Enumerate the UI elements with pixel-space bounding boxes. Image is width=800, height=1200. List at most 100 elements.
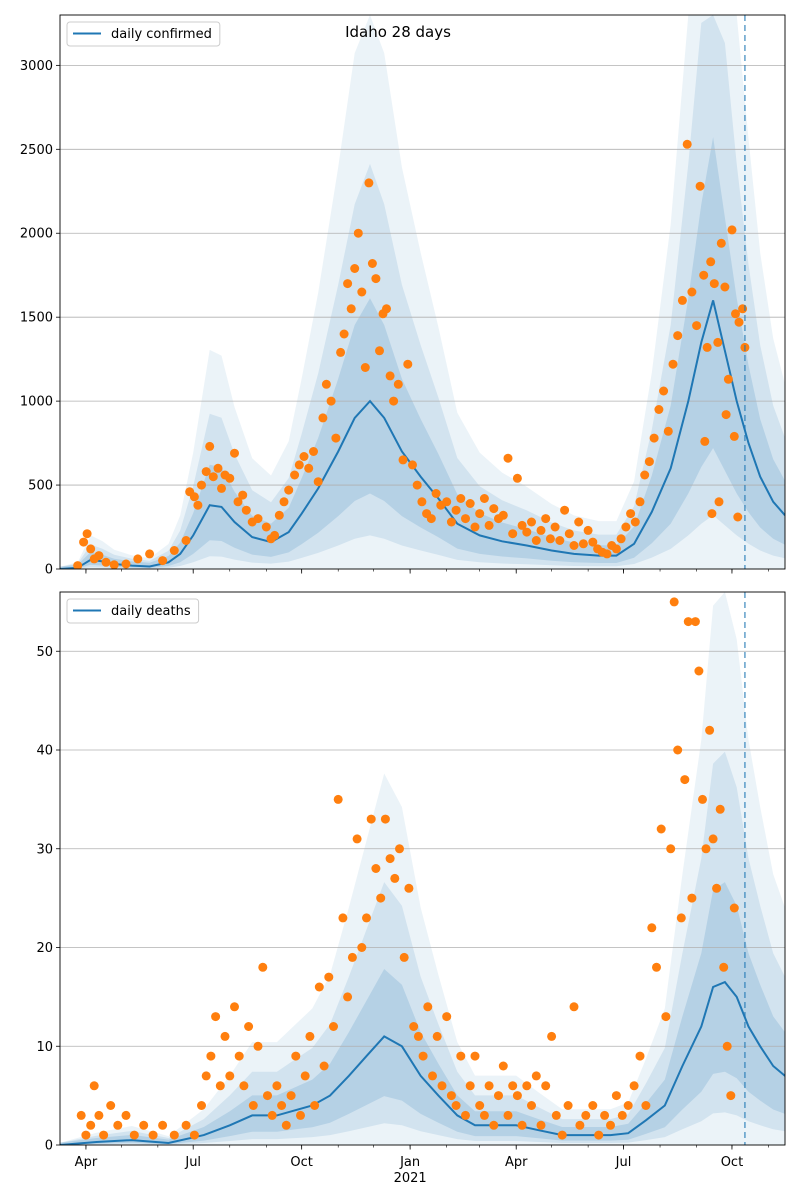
observed-point <box>238 490 248 500</box>
observed-point <box>729 431 739 441</box>
observed-point <box>418 1051 428 1061</box>
observed-point <box>575 1120 585 1130</box>
observed-point <box>712 883 722 893</box>
observed-point <box>428 1071 437 1081</box>
observed-point <box>408 460 417 470</box>
observed-point <box>707 509 717 519</box>
observed-point <box>158 1120 168 1130</box>
observed-point <box>484 1081 494 1091</box>
observed-point <box>563 1101 573 1110</box>
series-line-daily-confirmed <box>60 300 785 569</box>
observed-point <box>555 536 565 545</box>
observed-point <box>375 346 384 356</box>
x-axis <box>85 569 769 574</box>
deaths-chart: 0 10 20 30 40 50 Apr Jul Oct Jan Apr Jul Oct 2021 da… <box>36 591 786 1186</box>
observed-point <box>683 617 693 627</box>
observed-point <box>508 1081 518 1091</box>
observed-point <box>145 549 155 559</box>
observed-point <box>357 287 367 297</box>
observed-point <box>629 1081 639 1091</box>
observed-point <box>309 447 318 456</box>
series-layer <box>60 597 785 1145</box>
observed-point <box>560 505 570 515</box>
observed-point <box>498 510 508 520</box>
observed-point <box>617 1110 627 1120</box>
observed-point <box>503 453 513 463</box>
observed-point <box>738 304 748 314</box>
observed-point <box>715 804 725 814</box>
observed-point <box>649 433 659 443</box>
series-line-daily-deaths <box>60 980 785 1145</box>
observed-point <box>574 517 584 527</box>
observed-point <box>721 410 731 420</box>
observed-point <box>588 537 598 547</box>
observed-point <box>313 477 323 487</box>
observed-point <box>181 1120 191 1130</box>
y-tick-label: 0 <box>45 1139 53 1154</box>
observed-point <box>431 489 441 498</box>
observed-point <box>338 913 348 923</box>
observed-point <box>551 1110 561 1120</box>
observed-point <box>331 433 341 443</box>
observed-point <box>109 560 119 569</box>
observed-point <box>557 1130 567 1140</box>
y-tick-label: 1500 <box>20 311 53 326</box>
observed-point <box>253 1041 263 1051</box>
observed-point <box>702 342 712 352</box>
observed-point <box>669 597 679 607</box>
observed-point <box>339 329 349 339</box>
observed-point <box>201 467 211 477</box>
observed-point <box>437 1081 447 1091</box>
observed-point <box>393 379 403 389</box>
observed-point <box>101 557 111 567</box>
horizontal-gridlines <box>60 650 785 1047</box>
observed-point <box>284 485 294 495</box>
observed-point <box>291 1051 301 1061</box>
observed-point <box>652 962 661 972</box>
observed-point <box>489 504 499 514</box>
observed-point <box>321 379 331 389</box>
observed-point <box>700 436 710 446</box>
legend-box <box>66 598 200 624</box>
observed-point <box>423 1002 433 1012</box>
series-layer <box>60 139 785 569</box>
observed-point <box>296 1110 305 1120</box>
observed-point <box>545 534 555 544</box>
observed-point <box>583 525 593 535</box>
observed-point <box>234 1051 244 1061</box>
observed-point <box>129 1130 139 1140</box>
observed-point <box>314 982 324 992</box>
observed-point <box>522 527 532 537</box>
observed-point <box>517 1120 527 1130</box>
observed-point <box>169 546 179 555</box>
observed-point <box>442 497 452 507</box>
observed-point <box>475 509 485 519</box>
legend-box <box>66 21 221 47</box>
observed-point <box>319 1061 329 1071</box>
observed-point <box>713 337 723 347</box>
observed-point <box>217 483 226 493</box>
observed-point <box>602 549 612 559</box>
observed-point <box>484 520 494 530</box>
observed-point <box>305 1031 315 1041</box>
observed-point <box>333 794 343 804</box>
observed-point <box>475 1101 485 1110</box>
observed-point <box>169 1130 179 1140</box>
observed-point <box>272 1081 282 1091</box>
observed-point <box>720 282 730 292</box>
observed-point <box>722 1041 732 1051</box>
observed-point <box>698 794 707 804</box>
observed-point <box>274 510 284 520</box>
observed-point <box>644 457 654 467</box>
observed-point <box>527 517 536 527</box>
observed-point <box>695 181 705 191</box>
observed-point <box>465 1081 475 1091</box>
observed-point <box>705 725 715 735</box>
x-tick-label: Jul <box>184 1155 201 1170</box>
confidence-band-3 <box>60 15 785 569</box>
observed-point <box>498 1061 508 1071</box>
observed-point <box>641 1101 651 1110</box>
observed-point <box>239 1081 249 1091</box>
observed-point <box>244 1022 254 1031</box>
observed-point <box>360 363 370 372</box>
